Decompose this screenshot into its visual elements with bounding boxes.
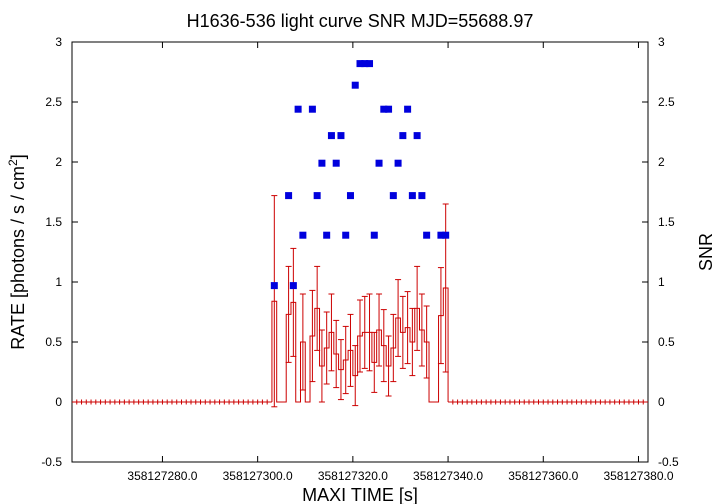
x-tick-label: 358127360.0 xyxy=(508,469,578,483)
y-tick-label: 0.5 xyxy=(45,335,62,349)
y-axis-label: RATE [photons / s / cm2] xyxy=(6,154,28,349)
snr-point xyxy=(418,192,426,200)
y-tick-label: 2 xyxy=(55,155,62,169)
x-tick-label: 358127380.0 xyxy=(603,469,673,483)
snr-point xyxy=(404,105,412,113)
y-tick-label: 3 xyxy=(55,35,62,49)
y2-tick-label: 0.5 xyxy=(658,335,675,349)
snr-point xyxy=(285,192,293,200)
snr-point xyxy=(342,231,350,239)
snr-point xyxy=(299,231,307,239)
y2-tick-label: 1 xyxy=(658,275,665,289)
chart-title: H1636-536 light curve SNR MJD=55688.97 xyxy=(187,11,534,31)
snr-point xyxy=(337,132,345,140)
rate-series xyxy=(72,195,648,408)
snr-point xyxy=(413,132,421,140)
y-tick-label: 1 xyxy=(55,275,62,289)
snr-point xyxy=(423,231,431,239)
y2-tick-label: 1.5 xyxy=(658,215,675,229)
snr-series xyxy=(270,60,450,290)
x-axis-label: MAXI TIME [s] xyxy=(302,485,418,504)
snr-point xyxy=(375,159,383,167)
snr-point xyxy=(366,60,374,68)
snr-point xyxy=(380,105,388,113)
snr-point xyxy=(408,192,416,200)
snr-point xyxy=(356,60,364,68)
axis-ticks: -0.5 -0.5 0 0 0.5 0.5 1 1 1.5 1.5 2 2 2.5 2.5 3 3 358127… xyxy=(41,35,679,483)
y-axis-label-suffix: ] xyxy=(8,154,28,159)
snr-point xyxy=(332,159,340,167)
x-tick-label: 358127300.0 xyxy=(223,469,293,483)
snr-point xyxy=(318,159,326,167)
snr-point xyxy=(370,231,378,239)
snr-point xyxy=(385,105,393,113)
snr-point xyxy=(351,81,359,89)
y2-tick-label: 2.5 xyxy=(658,95,675,109)
snr-point xyxy=(270,282,278,290)
y-tick-label: 0 xyxy=(55,395,62,409)
snr-point xyxy=(323,231,331,239)
snr-point xyxy=(346,192,354,200)
snr-point xyxy=(308,105,316,113)
y2-tick-label: 0 xyxy=(658,395,665,409)
snr-point xyxy=(361,60,369,68)
snr-point xyxy=(399,132,407,140)
snr-point xyxy=(389,192,397,200)
y-tick-label: 2.5 xyxy=(45,95,62,109)
y2-axis-label: SNR xyxy=(696,233,716,271)
y2-tick-label: 2 xyxy=(658,155,665,169)
snr-point xyxy=(437,231,445,239)
snr-point xyxy=(294,105,302,113)
x-tick-label: 358127320.0 xyxy=(318,469,388,483)
rate-histogram xyxy=(271,287,449,403)
y2-tick-label: 3 xyxy=(658,35,665,49)
snr-point xyxy=(394,159,402,167)
snr-point xyxy=(289,282,297,290)
x-tick-label: 358127340.0 xyxy=(413,469,483,483)
plot-frame xyxy=(71,41,649,463)
y-axis-label-sup: 2 xyxy=(6,159,20,166)
snr-point xyxy=(327,132,335,140)
y-axis-label-prefix: RATE [photons / s / cm xyxy=(8,166,28,350)
y-tick-label: -0.5 xyxy=(41,455,62,469)
snr-point xyxy=(313,192,321,200)
y2-tick-label: -0.5 xyxy=(658,455,679,469)
y-tick-label: 1.5 xyxy=(45,215,62,229)
plot-border xyxy=(71,41,649,463)
snr-point xyxy=(442,231,450,239)
x-tick-label: 358127280.0 xyxy=(127,469,197,483)
